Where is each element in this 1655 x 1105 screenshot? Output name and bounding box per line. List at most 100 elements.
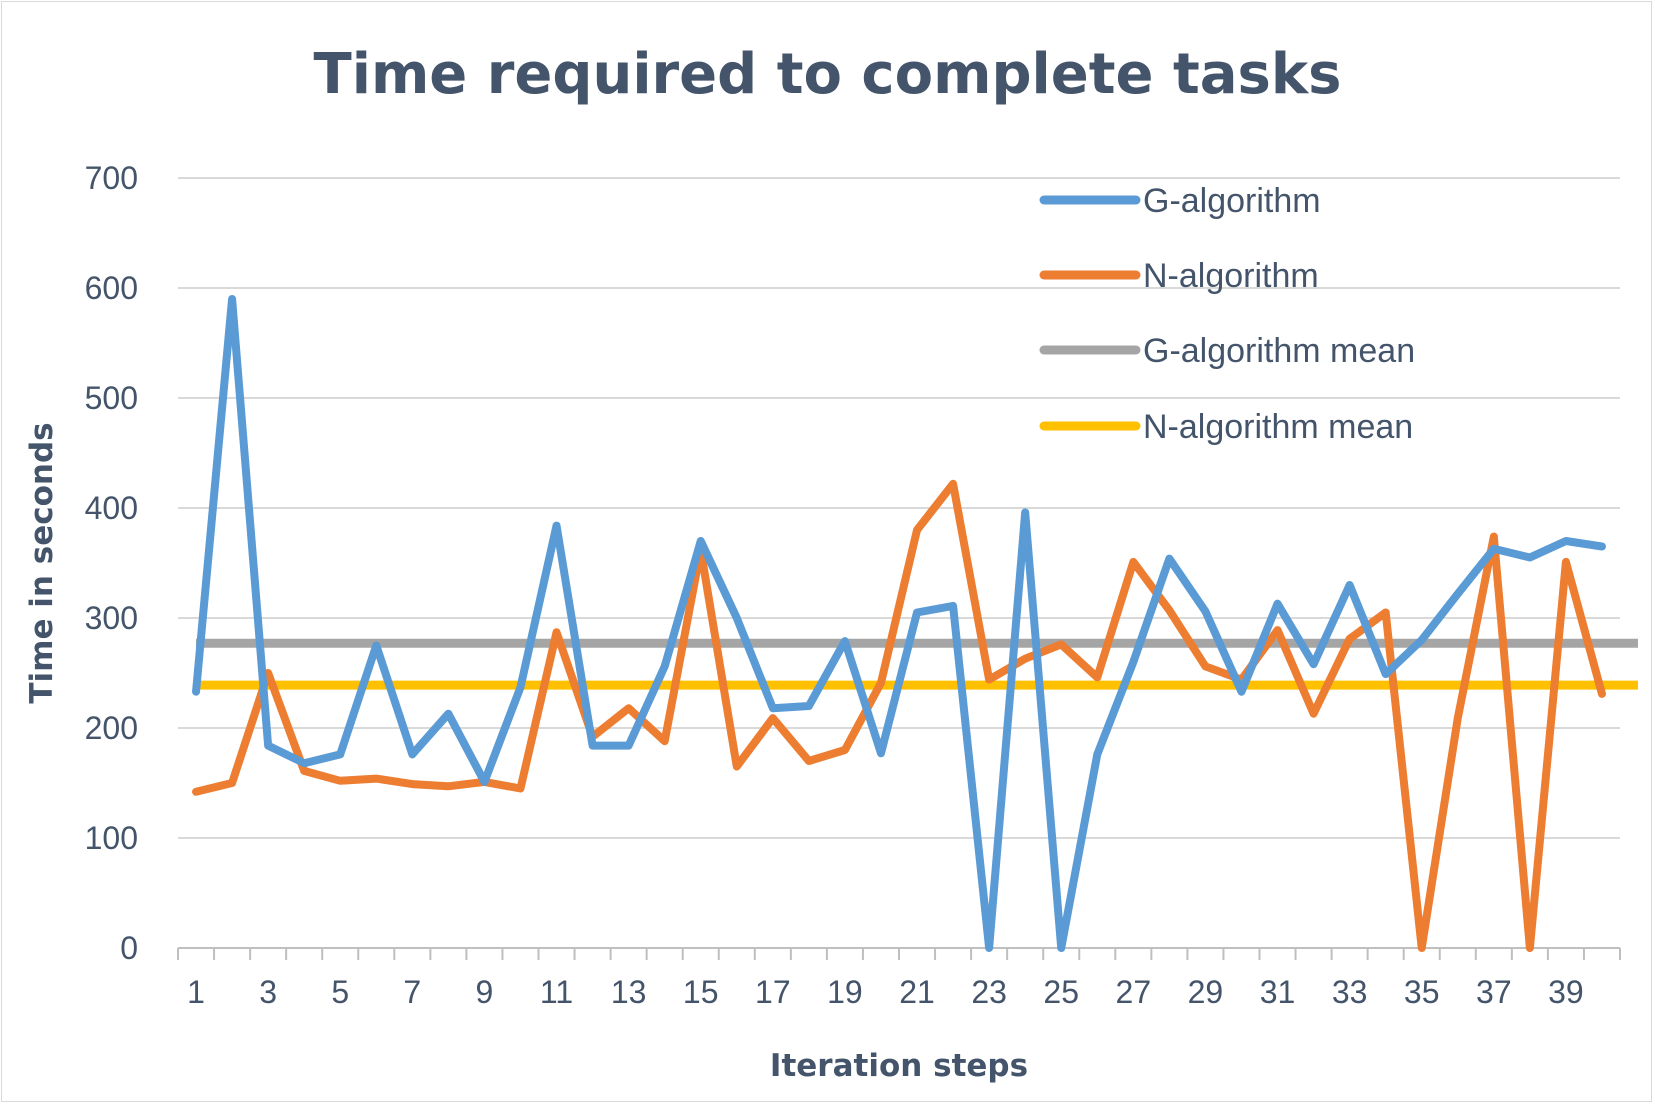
y-axis-title: Time in seconds — [24, 422, 60, 703]
g-algorithm-point — [590, 743, 595, 748]
g-algorithm-point — [302, 761, 307, 766]
x-tick-label: 11 — [540, 974, 573, 1010]
x-tick-label: 35 — [1404, 974, 1440, 1010]
x-axis-title: Iteration steps — [770, 1048, 1028, 1084]
n-algorithm-point — [770, 716, 775, 721]
g-algorithm-point — [1059, 946, 1064, 950]
g-algorithm-point — [1095, 752, 1100, 757]
chart-title: Time required to complete tasks — [313, 42, 1342, 107]
g-algorithm-point — [1419, 638, 1424, 642]
y-tick-label: 200 — [85, 710, 138, 746]
g-algorithm-point — [698, 539, 703, 543]
n-algorithm-point — [518, 786, 523, 791]
x-tick-label: 25 — [1043, 974, 1079, 1010]
g-algorithm-point — [662, 664, 667, 669]
n-algorithm-point — [878, 680, 883, 685]
x-tick-label: 27 — [1116, 974, 1152, 1010]
g-algorithm-point — [770, 706, 775, 711]
n-algorithm-point — [1059, 642, 1064, 647]
n-algorithm-point — [1167, 608, 1172, 613]
n-algorithm-point — [842, 748, 847, 752]
g-algorithm-point — [1383, 672, 1388, 677]
x-tick-label: 13 — [611, 974, 647, 1010]
g-algorithm-point — [1527, 555, 1532, 560]
n-algorithm-point — [662, 739, 667, 744]
x-tick-label: 37 — [1476, 974, 1512, 1010]
g-algorithm-point — [806, 704, 811, 708]
g-algorithm-point — [734, 616, 739, 620]
y-tick-label: 400 — [85, 490, 138, 526]
x-tick-label: 31 — [1260, 974, 1296, 1010]
legend-label: G-algorithm — [1143, 182, 1321, 220]
g-algorithm-point — [1239, 689, 1244, 694]
x-tick-label: 39 — [1548, 974, 1584, 1010]
n-algorithm-point — [626, 706, 631, 711]
n-algorithm-point — [266, 671, 271, 675]
n-algorithm-point — [915, 528, 920, 532]
g-algorithm-point — [987, 946, 992, 950]
n-algorithm-point — [446, 784, 451, 789]
g-algorithm-point — [338, 752, 343, 757]
n-algorithm-point — [1311, 711, 1316, 716]
n-algorithm-point — [1203, 664, 1208, 669]
g-algorithm-point — [1455, 591, 1460, 596]
n-algorithm-point — [1491, 534, 1496, 539]
legend-label: N-algorithm mean — [1143, 408, 1413, 446]
n-algorithm-point — [554, 630, 559, 635]
g-algorithm-point — [1563, 539, 1568, 543]
n-algorithm-point — [1383, 610, 1388, 615]
g-algorithm-point — [266, 743, 271, 748]
g-algorithm-point — [1347, 583, 1352, 587]
g-algorithm-point — [446, 711, 451, 716]
n-algorithm-point — [302, 768, 307, 773]
g-algorithm-point — [1311, 662, 1316, 667]
g-algorithm-point — [878, 751, 883, 756]
n-algorithm-point — [951, 481, 956, 486]
g-algorithm-point — [1599, 544, 1604, 549]
y-tick-label: 0 — [120, 930, 138, 966]
x-tick-label: 3 — [259, 974, 277, 1010]
n-algorithm-point — [1347, 636, 1352, 641]
y-tick-label: 500 — [85, 380, 138, 416]
g-algorithm-point — [482, 779, 487, 784]
n-algorithm-point — [1095, 675, 1100, 680]
n-algorithm-point — [1563, 559, 1568, 564]
n-algorithm-point — [194, 789, 199, 794]
x-tick-label: 23 — [971, 974, 1007, 1010]
g-algorithm-point — [410, 752, 415, 757]
g-algorithm-point — [194, 689, 199, 694]
legend-label: G-algorithm mean — [1143, 332, 1415, 370]
g-algorithm-point — [1491, 546, 1496, 551]
x-tick-label: 29 — [1188, 974, 1224, 1010]
y-tick-label: 100 — [85, 820, 138, 856]
n-algorithm-point — [1455, 716, 1460, 721]
n-algorithm-point — [230, 781, 235, 785]
x-tick-label: 7 — [403, 974, 421, 1010]
n-algorithm-point — [1275, 628, 1280, 633]
g-algorithm-point — [626, 743, 631, 748]
x-tick-label: 5 — [331, 974, 349, 1010]
g-algorithm-point — [554, 523, 559, 528]
x-tick-label: 33 — [1332, 974, 1368, 1010]
legend-label: N-algorithm — [1143, 257, 1319, 295]
y-tick-label: 700 — [85, 160, 138, 196]
n-algorithm-line — [192, 479, 1606, 952]
g-algorithm-point — [951, 603, 956, 608]
x-tick-label: 21 — [899, 974, 935, 1010]
g-algorithm-point — [1167, 556, 1172, 561]
y-tick-label: 600 — [85, 270, 138, 306]
n-algorithm-point — [734, 764, 739, 769]
g-algorithm-point — [374, 643, 379, 648]
n-algorithm-point — [1131, 559, 1136, 564]
n-algorithm-point — [374, 776, 379, 781]
y-tick-label: 300 — [85, 600, 138, 636]
g-algorithm-line — [192, 295, 1606, 952]
x-tick-label: 15 — [683, 974, 719, 1010]
n-algorithm-point — [806, 759, 811, 763]
x-tick-label: 9 — [476, 974, 494, 1010]
g-algorithm-point — [842, 639, 847, 644]
n-algorithm-point — [1023, 656, 1028, 661]
g-algorithm-point — [1275, 601, 1280, 606]
